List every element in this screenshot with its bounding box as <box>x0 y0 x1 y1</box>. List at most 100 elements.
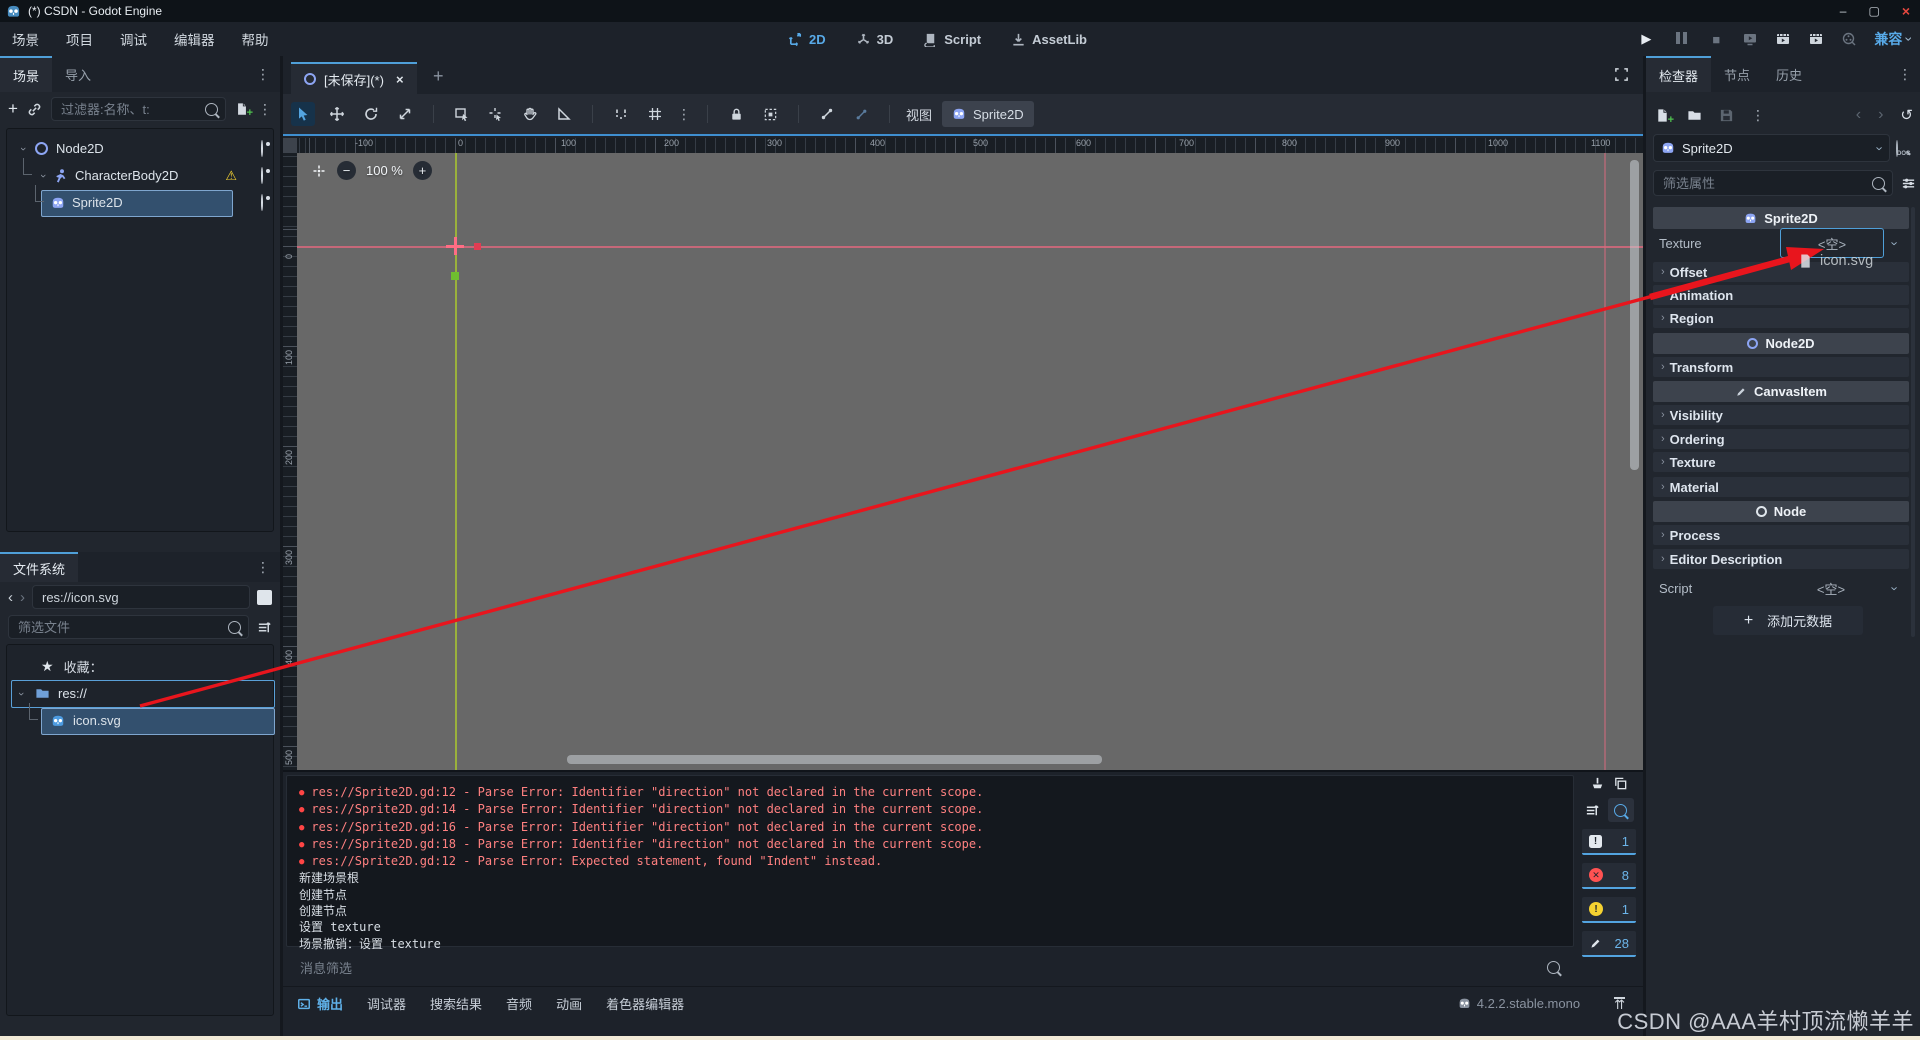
menu-item[interactable]: 项目 <box>66 33 93 48</box>
section-process[interactable]: › Process <box>1653 525 1909 545</box>
play-custom-scene-icon[interactable] <box>1775 31 1791 47</box>
section-animation[interactable]: › Animation <box>1653 285 1909 305</box>
bottom-tab-search-results[interactable]: 搜索结果 <box>430 997 483 1012</box>
menu-item[interactable]: 调试 <box>120 33 147 48</box>
maximize-button[interactable]: ▢ <box>1868 4 1880 18</box>
current-path-field[interactable] <box>32 585 250 609</box>
collapse-duplicates-icon[interactable] <box>1585 803 1600 818</box>
attach-script-button[interactable]: + <box>235 102 253 119</box>
new-resource-button[interactable]: + <box>1655 108 1674 126</box>
expand-viewport-icon[interactable] <box>1614 67 1629 82</box>
skeleton-options-button[interactable] <box>849 102 873 126</box>
zoom-level[interactable]: 100 % <box>366 163 403 178</box>
tree-row-res-root[interactable]: › res:// <box>7 680 275 708</box>
menu-item[interactable]: 场景 <box>12 33 39 48</box>
history-back-icon[interactable]: ‹ <box>1855 106 1862 123</box>
instance-scene-icon[interactable] <box>27 102 42 117</box>
tab-scene[interactable]: 场景 <box>0 56 53 92</box>
tree-row-sprite2d[interactable]: Sprite2D <box>7 185 273 216</box>
lock-object-button[interactable] <box>724 102 748 126</box>
y-handle[interactable] <box>451 272 459 280</box>
add-metadata-button[interactable]: + 添加元数据 <box>1713 606 1863 635</box>
smart-snap-button[interactable] <box>609 102 633 126</box>
zoom-out-button[interactable]: − <box>337 161 356 180</box>
workspace-assetlib[interactable]: AssetLib <box>1011 32 1087 47</box>
add-node-button[interactable]: + <box>8 99 18 118</box>
horizontal-scrollbar[interactable] <box>567 755 1102 764</box>
search-toggle-button[interactable] <box>1607 798 1634 822</box>
filter-warning-toggle[interactable]: ! 1 <box>1582 897 1636 923</box>
minimize-button[interactable]: – <box>1839 4 1847 18</box>
snap-options-menu-icon[interactable]: ⋮ <box>677 105 691 122</box>
new-scene-tab-button[interactable]: + <box>433 66 444 86</box>
object-history-icon[interactable]: ↺ <box>1900 107 1913 124</box>
node-selector[interactable]: Sprite2D › <box>1653 134 1890 162</box>
menu-item[interactable]: 编辑器 <box>174 33 215 48</box>
section-ordering[interactable]: › Ordering <box>1653 429 1909 449</box>
expander-icon[interactable]: › <box>17 146 29 151</box>
tree-row-characterbody2d[interactable]: › CharacterBody2D ⚠ <box>7 158 273 189</box>
pause-button[interactable] <box>1672 31 1690 47</box>
clear-output-icon[interactable] <box>1590 776 1605 791</box>
open-docs-button[interactable]: DOC <box>1896 139 1916 157</box>
section-visibility[interactable]: › Visibility <box>1653 405 1909 425</box>
workspace-script[interactable]: Script <box>923 32 981 47</box>
chevron-down-icon[interactable]: › <box>1887 585 1903 591</box>
grid-snap-button[interactable] <box>643 102 667 126</box>
tab-inspector[interactable]: 检查器 <box>1646 56 1712 92</box>
toggle-split-mode-button[interactable] <box>257 589 272 605</box>
bottom-tab-output[interactable]: 输出 <box>297 994 343 1013</box>
view-menu-button[interactable]: 视图 <box>906 107 933 123</box>
sort-files-icon[interactable] <box>257 620 272 635</box>
script-value-field[interactable]: <空> <box>1816 581 1846 597</box>
filter-info-toggle[interactable]: ! 1 <box>1582 829 1636 855</box>
expander-icon[interactable]: › <box>15 691 27 696</box>
pivot-tool-button[interactable] <box>484 102 508 126</box>
bottom-tab-animation[interactable]: 动画 <box>556 997 583 1012</box>
close-tab-icon[interactable]: × <box>395 71 404 87</box>
expander-icon[interactable]: › <box>37 173 49 178</box>
play-button[interactable]: ▶ <box>1641 31 1652 46</box>
vertical-scrollbar[interactable] <box>1630 160 1639 470</box>
select-tool-button[interactable] <box>291 102 315 126</box>
dock-menu-icon[interactable]: ⋮ <box>256 66 270 82</box>
visibility-toggle[interactable] <box>261 167 263 184</box>
load-resource-icon[interactable] <box>1687 108 1702 123</box>
workspace-3d[interactable]: 3D <box>856 32 893 47</box>
ruler-tool-button[interactable] <box>552 102 576 126</box>
tab-node[interactable]: 节点 <box>1724 67 1751 83</box>
warning-icon[interactable]: ⚠ <box>225 167 237 183</box>
skeleton-button[interactable] <box>815 102 839 126</box>
expand-bottom-panel-icon[interactable]: ⇈ <box>1614 996 1625 1012</box>
filter-editor-toggle[interactable]: 28 <box>1582 931 1636 957</box>
property-tools-icon[interactable] <box>1901 176 1916 191</box>
dock-menu-icon[interactable]: ⋮ <box>256 559 270 575</box>
section-texture[interactable]: › Texture <box>1653 452 1909 472</box>
tab-filesystem[interactable]: 文件系统 <box>0 552 79 582</box>
filter-error-toggle[interactable]: ✕ 8 <box>1582 863 1636 889</box>
tab-import[interactable]: 导入 <box>65 67 92 83</box>
visibility-toggle[interactable] <box>261 194 263 211</box>
bottom-tab-audio[interactable]: 音频 <box>506 997 533 1012</box>
tree-row-icon-svg[interactable]: icon.svg <box>7 703 275 735</box>
file-filter-input[interactable] <box>8 615 249 639</box>
bottom-tab-debugger[interactable]: 调试器 <box>367 997 407 1012</box>
save-resource-icon[interactable] <box>1719 108 1734 123</box>
resource-menu-icon[interactable]: ⋮ <box>1751 106 1765 123</box>
x-handle[interactable] <box>474 243 481 250</box>
scale-tool-button[interactable] <box>393 102 417 126</box>
bottom-tab-shader-editor[interactable]: 着色器编辑器 <box>606 997 685 1012</box>
movie-writer-icon[interactable] <box>1808 31 1824 47</box>
dock-menu-icon[interactable]: ⋮ <box>1898 66 1912 82</box>
zoom-in-button[interactable]: + <box>412 161 432 180</box>
texture-value-field[interactable]: <空> <box>1780 228 1884 258</box>
scene-tree-menu-icon[interactable]: ⋮ <box>258 100 272 117</box>
group-object-button[interactable] <box>758 102 782 126</box>
stop-button[interactable]: ■ <box>1712 31 1721 47</box>
list-select-tool-button[interactable] <box>450 102 474 126</box>
history-forward-icon[interactable]: › <box>1878 106 1884 123</box>
pan-tool-button[interactable] <box>518 102 542 126</box>
copy-output-icon[interactable] <box>1613 776 1628 791</box>
section-editor-description[interactable]: › Editor Description <box>1653 549 1909 569</box>
viewport-canvas[interactable]: − 100 % + <box>297 153 1643 770</box>
